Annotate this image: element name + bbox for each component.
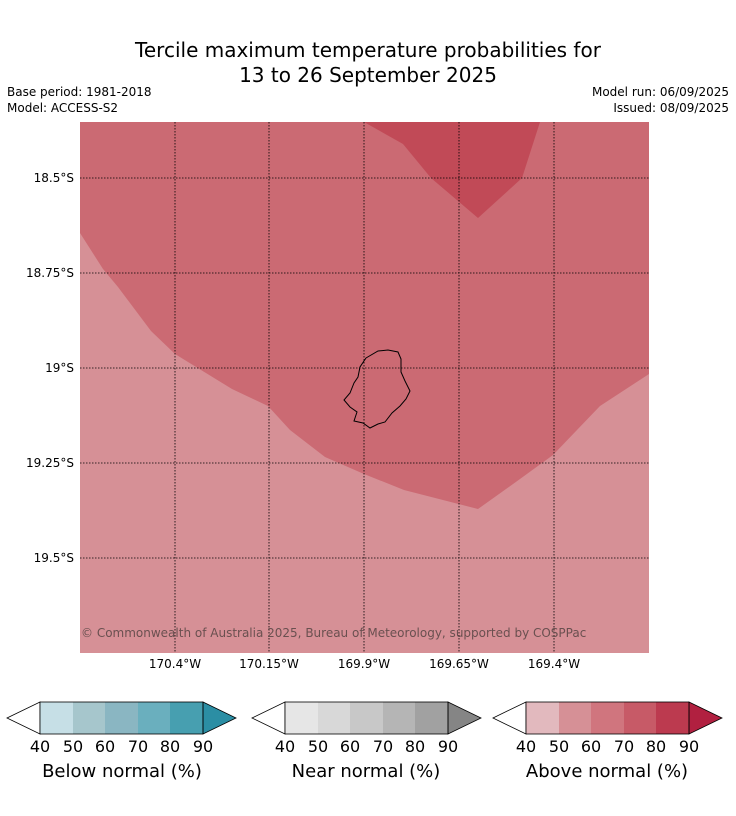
tick-above-80: 80 — [645, 737, 667, 756]
colorbar-near-seg-40-50 — [285, 702, 318, 734]
tick-near-80: 80 — [404, 737, 426, 756]
tick-near-90: 90 — [437, 737, 459, 756]
copyright-notice: © Commonwealth of Australia 2025, Bureau… — [81, 626, 587, 640]
tick-above-90: 90 — [678, 737, 700, 756]
lat-label-18-75: 18.75°S — [26, 266, 74, 280]
lon-label-169-65: 169.65°W — [429, 657, 489, 671]
colorbar-above-under — [492, 701, 527, 735]
lon-label-169-9: 169.9°W — [337, 657, 391, 671]
tick-below-90: 90 — [192, 737, 214, 756]
colorbar-below-over — [202, 701, 237, 735]
colorbar-near-under — [251, 701, 286, 735]
tick-below-40: 40 — [29, 737, 51, 756]
island-outline — [343, 349, 411, 429]
colorbar-below-seg-50-60 — [73, 702, 105, 734]
tick-above-40: 40 — [515, 737, 537, 756]
colorbar-near-title: Near normal (%) — [291, 761, 441, 782]
tick-below-50: 50 — [62, 737, 84, 756]
tick-near-60: 60 — [339, 737, 361, 756]
colorbar-near-normal — [251, 701, 482, 735]
tick-below-70: 70 — [127, 737, 149, 756]
colorbar-above-title: Above normal (%) — [525, 761, 689, 782]
colorbar-near-seg-70-80 — [383, 702, 415, 734]
colorbar-below-under — [6, 701, 41, 735]
tick-above-70: 70 — [613, 737, 635, 756]
tick-above-50: 50 — [548, 737, 570, 756]
zone-above-60-70 — [80, 122, 649, 509]
gridlines — [80, 122, 649, 653]
lat-label-19-5: 19.5°S — [33, 551, 74, 565]
title-line-1: Tercile maximum temperature probabilitie… — [135, 38, 601, 62]
colorbar-below-seg-80-90 — [170, 702, 203, 734]
tick-below-60: 60 — [94, 737, 116, 756]
base-period: Base period: 1981-2018 — [7, 85, 152, 99]
colorbar-above-seg-70-80 — [624, 702, 656, 734]
colorbar-above-over — [688, 701, 723, 735]
zone-above-70-80 — [364, 122, 540, 218]
issued-date: Issued: 08/09/2025 — [613, 101, 729, 115]
lon-label-170-15: 170.15°W — [239, 657, 299, 671]
colorbar-below-seg-40-50 — [40, 702, 73, 734]
lon-label-170-4: 170.4°W — [148, 657, 202, 671]
colorbar-above-seg-50-60 — [559, 702, 591, 734]
colorbar-below-seg-70-80 — [138, 702, 170, 734]
colorbar-below-title: Below normal (%) — [42, 761, 202, 782]
colorbar-above-seg-60-70 — [591, 702, 624, 734]
colorbar-above-seg-40-50 — [526, 702, 559, 734]
tick-near-40: 40 — [274, 737, 296, 756]
tick-below-80: 80 — [159, 737, 181, 756]
colorbar-near-seg-60-70 — [350, 702, 383, 734]
colorbar-near-seg-50-60 — [318, 702, 350, 734]
lat-label-19: 19°S — [45, 361, 74, 375]
lat-label-19-25: 19.25°S — [26, 456, 74, 470]
map — [80, 122, 649, 653]
model-run: Model run: 06/09/2025 — [591, 85, 729, 99]
colorbar-below-seg-60-70 — [105, 702, 138, 734]
model-name: Model: ACCESS-S2 — [7, 101, 119, 115]
colorbar-below-normal — [6, 701, 237, 735]
tick-near-70: 70 — [372, 737, 394, 756]
colorbar-near-over — [447, 701, 482, 735]
chart-title: Tercile maximum temperature probabilitie… — [0, 38, 736, 88]
meta-right: Model run: 06/09/2025 Issued: 08/09/2025 — [592, 84, 729, 116]
tick-near-50: 50 — [307, 737, 329, 756]
colorbar-above-normal — [492, 701, 723, 735]
title-line-2: 13 to 26 September 2025 — [239, 63, 497, 87]
tick-above-60: 60 — [580, 737, 602, 756]
lon-label-169-4: 169.4°W — [527, 657, 581, 671]
colorbar-above-seg-80-90 — [656, 702, 689, 734]
colorbar-near-seg-80-90 — [415, 702, 448, 734]
lat-label-18-5: 18.5°S — [33, 171, 74, 185]
meta-left: Base period: 1981-2018 Model: ACCESS-S2 — [7, 84, 152, 116]
